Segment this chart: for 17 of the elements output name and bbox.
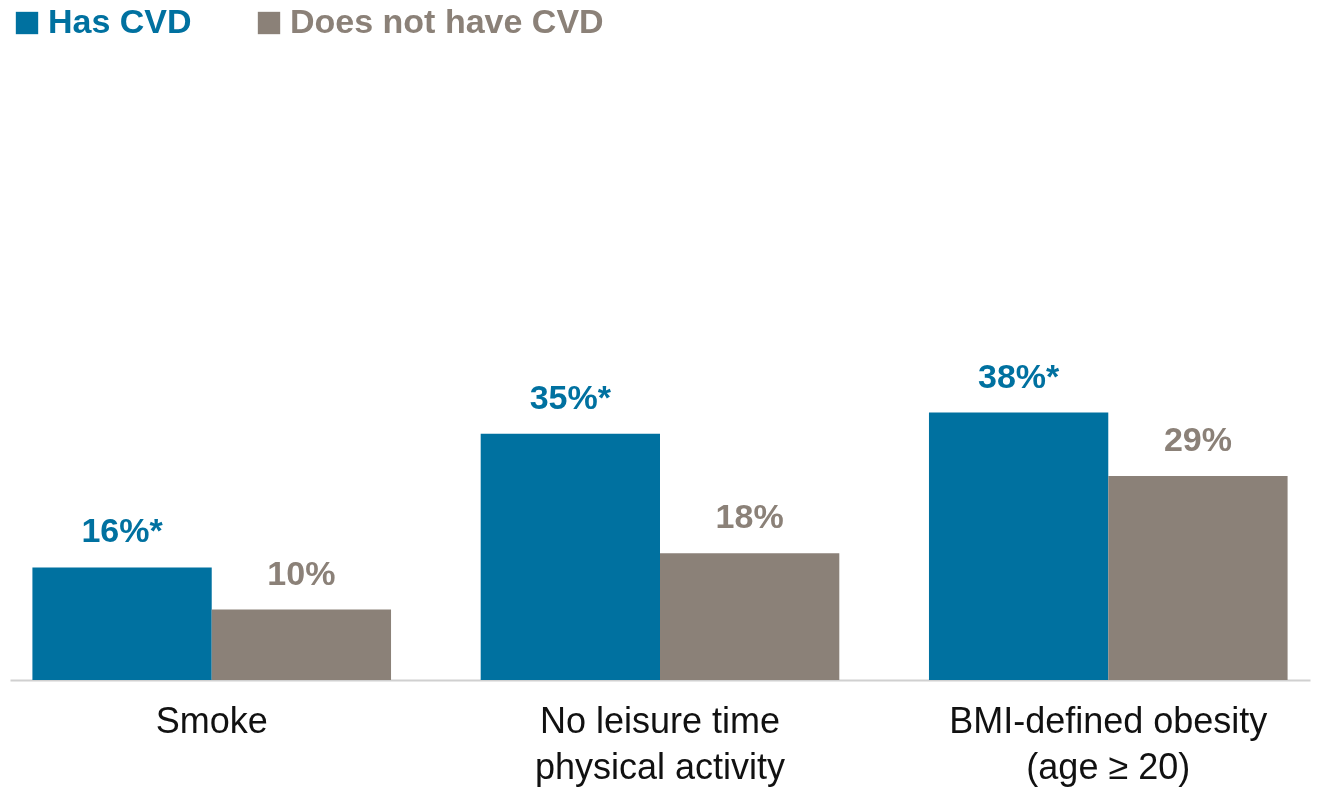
bar <box>1108 475 1288 680</box>
x-tick-label: Smoke <box>155 699 268 741</box>
bar <box>928 412 1109 680</box>
data-label: 16%* <box>81 511 164 550</box>
legend-label: Does not have CVD <box>290 2 604 40</box>
bar <box>211 609 392 680</box>
data-label: 18% <box>715 497 784 536</box>
bar <box>32 567 212 680</box>
x-tick-label: No leisure time physical activity <box>534 699 786 787</box>
data-label: 38%* <box>977 356 1061 395</box>
legend-label: Has CVD <box>48 2 192 40</box>
data-label: 35%* <box>529 377 612 416</box>
x-tick-label: BMI-defined obesity (age ≥ 20) <box>949 699 1268 787</box>
bar <box>480 433 660 680</box>
bar <box>660 553 840 680</box>
data-label: 10% <box>267 553 336 592</box>
data-label: 29% <box>1163 419 1232 458</box>
